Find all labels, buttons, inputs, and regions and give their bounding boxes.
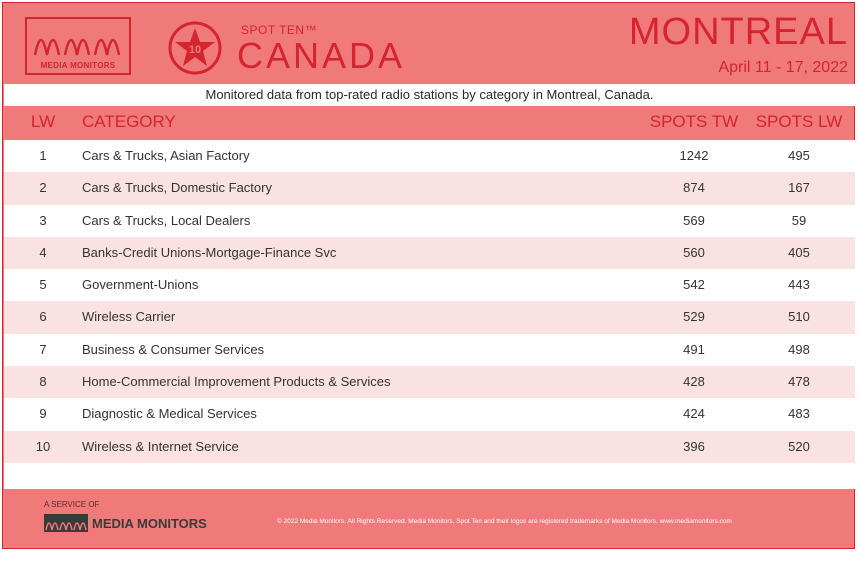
spots-lw-cell: 495 [788,148,810,163]
footer-brand: MEDIA MONITORS [92,516,207,531]
table-row: 7 Business & Consumer Services 491 498 [4,333,855,367]
rank-cell: 8 [39,374,47,390]
category-cell: Government-Unions [82,277,199,293]
spots-lw-cell: 510 [788,309,810,325]
spots-lw-cell: 520 [788,438,810,454]
table-row: 6 Wireless Carrier 529 510 [4,301,855,334]
table-row: 3 Cars & Trucks, Local Dealers 569 59 [4,204,855,237]
date-range: April 11 - 17, 2022 [718,59,848,76]
spots-tw-cell: 569 [683,212,705,228]
rank-cell: 9 [39,406,47,422]
category-cell: Wireless Carrier [82,309,176,325]
copyright-notice: © 2022 Media Monitors. All Rights Reserv… [277,518,732,525]
table-row: 2 Cars & Trucks, Domestic Factory 874 167 [4,172,855,205]
rank-cell: 5 [39,277,47,293]
spots-tw-cell: 560 [683,244,705,260]
table-row: 1 Cars & Trucks, Asian Factory 1242 495 [4,140,855,173]
rank-cell: 2 [39,180,47,196]
rank-cell: 4 [39,244,47,260]
spots-lw-cell: 478 [788,374,810,390]
table-header: LW CATEGORY SPOTS TW SPOTS LW [4,106,855,140]
city-title: MONTREAL [628,11,848,53]
table-row: 4 Banks-Credit Unions-Mortgage-Finance Sv… [4,236,855,270]
table-spacer [4,462,855,489]
service-of-label: A SERVICE OF [44,500,100,509]
table-row: 5 Government-Unions 542 443 [4,269,855,302]
category-cell: Cars & Trucks, Domestic Factory [82,180,272,196]
table-row: 8 Home-Commercial Improvement Products & … [4,366,855,399]
spots-tw-cell: 491 [683,341,705,357]
rank-cell: 10 [35,438,51,454]
category-cell: Diagnostic & Medical Services [82,406,257,422]
rank-cell: 3 [39,212,47,228]
header-category: CATEGORY [82,112,176,131]
star-badge-icon: 10 [167,20,223,76]
subtitle: Monitored data from top-rated radio stat… [4,84,855,106]
header-spots-tw: SPOTS TW [649,112,739,131]
spots-tw-cell: 542 [683,277,705,293]
category-cell: Cars & Trucks, Local Dealers [82,212,251,228]
table-row: 10 Wireless & Internet Service 396 520 [4,430,855,463]
category-cell: Wireless & Internet Service [82,438,239,454]
spots-lw-cell: 167 [788,180,810,196]
rank-cell: 7 [39,341,47,357]
rank-cell: 6 [39,309,47,325]
spots-tw-cell: 529 [683,309,705,325]
spots-tw-cell: 428 [683,374,705,390]
spots-lw-cell: 483 [788,406,810,422]
category-cell: Banks-Credit Unions-Mortgage-Finance Svc [82,244,337,260]
spots-tw-cell: 396 [683,438,705,454]
header-lw: LW [30,112,56,131]
category-cell: Business & Consumer Services [82,341,265,357]
country-title: CANADA [237,35,406,76]
ranking-table: 1 Cars & Trucks, Asian Factory 1242 495 2 Car… [4,140,855,489]
spots-tw-cell: 874 [683,180,705,196]
table-row: 9 Diagnostic & Medical Services 424 483 [4,398,855,431]
spots-lw-cell: 59 [791,212,807,228]
spots-tw-cell: 424 [683,406,705,422]
category-cell: Cars & Trucks, Asian Factory [82,148,250,163]
footer-wave-logo-icon [44,514,88,534]
media-monitors-logo: MEDIA MONITORS [25,17,131,75]
header-spots-lw: SPOTS LW [755,112,843,131]
badge-number: 10 [189,44,201,56]
category-cell: Home-Commercial Improvement Products & S… [82,374,391,390]
spot-ten-label: SPOT TEN™ [241,23,318,37]
spots-lw-cell: 443 [788,277,810,293]
spots-tw-cell: 1242 [679,148,709,163]
rank-cell: 1 [39,148,47,163]
wave-logo-icon [33,38,121,56]
spots-lw-cell: 405 [788,244,810,260]
logo-text: MEDIA MONITORS [40,61,116,70]
spots-lw-cell: 498 [788,341,810,357]
